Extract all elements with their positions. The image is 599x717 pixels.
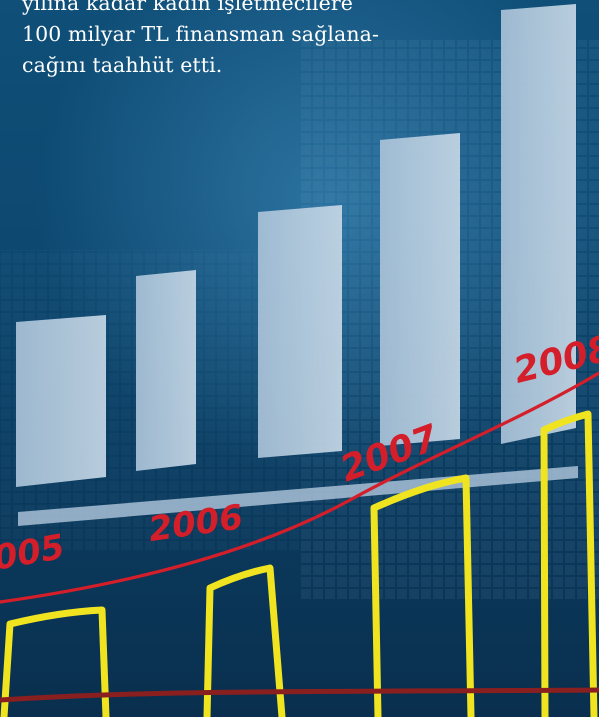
year-2005: 2005 [0,527,68,583]
bar-2 [136,270,196,471]
dark-red-bottom-line [0,687,599,703]
caption-line-2: 100 milyar TL finansman sağlana- [22,22,379,46]
red-trend-line [0,371,599,604]
bar-4 [380,133,460,446]
yellow-hand-drawn-bars [0,410,598,717]
caption-line-3: cağını taahhüt etti. [22,53,223,77]
bar-1 [16,315,106,487]
caption-line-1: yılına kadar kadın işletmecilere [22,0,353,15]
bar-3 [258,205,342,458]
bar-5 [501,4,576,444]
caption-text: yılına kadar kadın işletmecilere 100 mil… [22,0,442,81]
